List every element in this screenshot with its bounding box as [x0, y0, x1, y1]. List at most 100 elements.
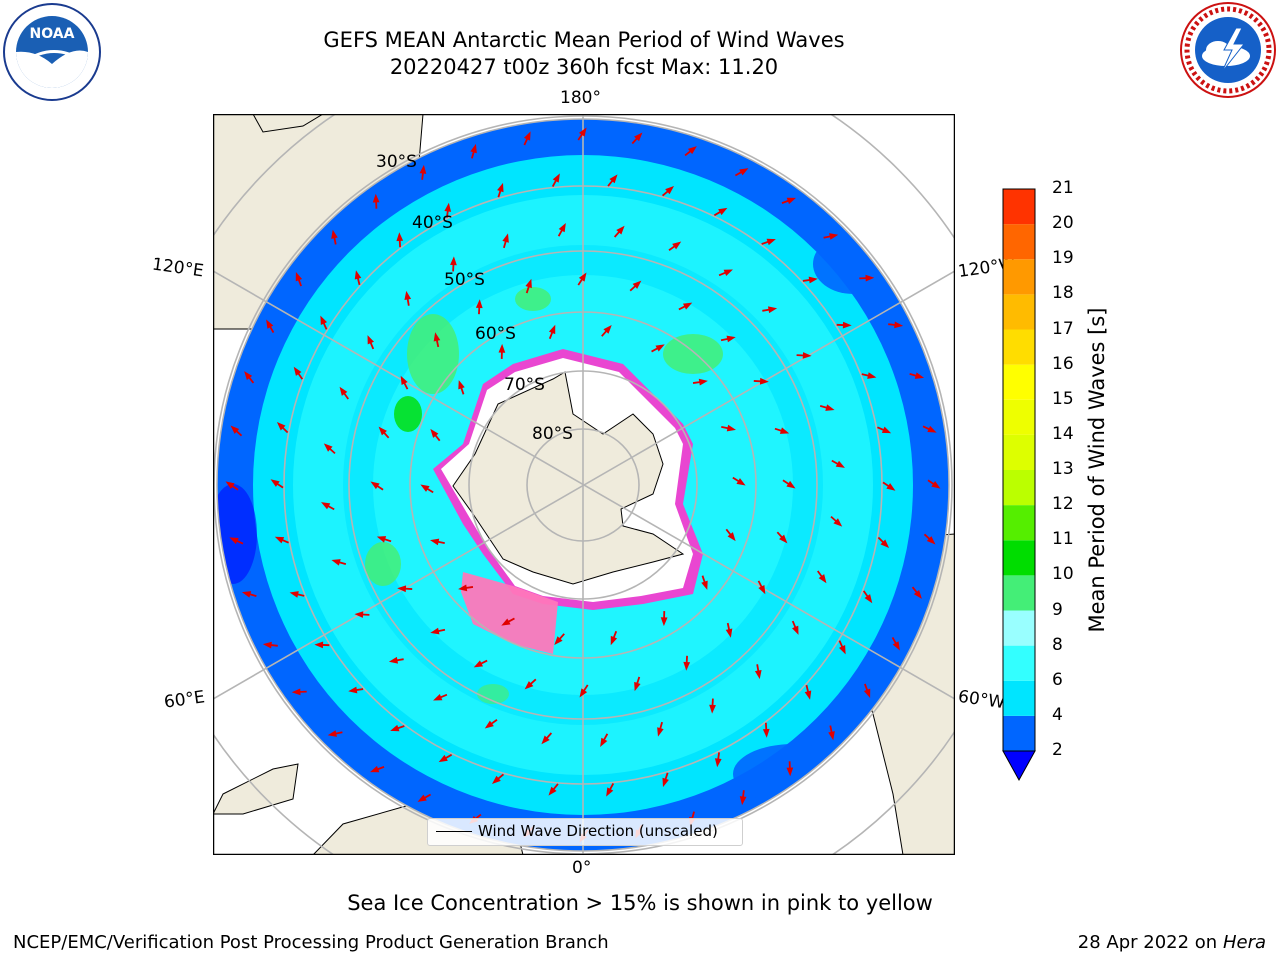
- wave-direction-arrowhead: [230, 425, 240, 434]
- colorbar-segment: [1003, 470, 1035, 506]
- wave-direction-arrowhead: [523, 131, 531, 141]
- wave-direction-arrowhead: [881, 426, 892, 434]
- wave-direction-arrowhead: [802, 352, 812, 359]
- colorbar-tick-label: 4: [1052, 704, 1063, 725]
- wave-direction-arrowhead: [578, 127, 587, 137]
- wave-direction-arrowhead: [370, 481, 380, 490]
- wave-direction-arrowhead: [266, 319, 274, 329]
- colorbar-segments: [1003, 189, 1035, 751]
- lon-label-upper-left: 120°E: [150, 254, 205, 282]
- colorbar-tick-label: 21: [1052, 178, 1074, 198]
- wave-direction-arrowhead: [320, 315, 328, 325]
- wave-direction-arrowhead: [634, 681, 641, 692]
- wave-direction-arrowhead: [397, 585, 407, 593]
- wave-direction-arrowhead: [655, 344, 665, 352]
- wave-direction-arrowhead: [473, 660, 484, 668]
- wave-direction-arrowhead: [321, 502, 331, 510]
- lat-label-50s: 50°S: [444, 270, 485, 290]
- wave-direction-arrowhead: [244, 371, 253, 381]
- wave-direction-arrowhead: [475, 299, 483, 309]
- wave-direction-arrowhead: [450, 256, 457, 266]
- polar-map: [213, 114, 955, 855]
- colorbar-tick-label: 12: [1052, 494, 1074, 515]
- wave-direction-arrowhead: [327, 730, 337, 737]
- colorbar-segment: [1003, 680, 1035, 716]
- colorbar-segment: [1003, 259, 1035, 295]
- colorbar-tick-label: 19: [1052, 248, 1074, 269]
- wave-direction-arrowhead: [842, 321, 852, 329]
- wave-direction-arrowhead: [376, 536, 387, 543]
- wave-direction-arrowhead: [894, 321, 904, 329]
- sea-ice-caption: Sea Ice Concentration > 15% is shown in …: [347, 891, 933, 915]
- lon-label-top: 180°: [560, 88, 601, 108]
- wave-direction-arrowhead: [430, 627, 440, 635]
- wave-direction-arrowhead: [372, 193, 380, 203]
- wave-direction-arrowhead: [270, 479, 280, 487]
- wave-direction-arrowhead: [390, 724, 400, 732]
- land-madagascar: [213, 763, 299, 815]
- wave-direction-arrowhead: [914, 372, 925, 379]
- wave-direction-arrowhead: [433, 332, 441, 342]
- colorbar-segment: [1003, 715, 1035, 751]
- wave-direction-arrowhead: [323, 443, 333, 452]
- wave-direction-arrowhead: [579, 688, 588, 698]
- colorbar-segment: [1003, 189, 1035, 225]
- colorbar-segment: [1003, 224, 1035, 260]
- wave-direction-arrowhead: [867, 372, 877, 379]
- wave-direction-arrowhead: [354, 611, 364, 618]
- wave-direction-arrowhead: [501, 618, 511, 626]
- wave-direction-arrowhead: [354, 270, 362, 280]
- wave-direction-arrowhead: [430, 428, 439, 438]
- wave-direction-arrowhead: [600, 737, 608, 747]
- footer-left: NCEP/EMC/Verification Post Processing Pr…: [13, 932, 609, 953]
- noaa-logo: NOAA: [3, 3, 101, 101]
- colorbar-tick-label: 2: [1052, 740, 1063, 760]
- noaa-logo-text: NOAA: [30, 26, 75, 42]
- wave-direction-arrowhead: [682, 302, 693, 310]
- wave-direction-arrowhead: [926, 536, 936, 545]
- land-australia-north: [252, 114, 324, 133]
- wave-direction-arrowhead: [723, 269, 733, 276]
- wave-direction-arrowhead: [736, 478, 746, 486]
- wave-direction-arrowhead: [548, 786, 557, 796]
- wave-direction-arrowhead: [662, 777, 669, 788]
- colorbar-segment: [1003, 540, 1035, 576]
- wave-direction-arrowhead: [404, 290, 412, 301]
- wave-direction-arrowhead: [430, 538, 440, 546]
- wave-direction-arrowhead: [229, 537, 239, 545]
- wave-direction-arrowhead: [829, 233, 839, 240]
- wave-direction-arrowhead: [241, 591, 252, 598]
- wave-direction-arrowhead: [838, 645, 846, 655]
- wave-direction-arrowhead: [927, 425, 937, 433]
- wave-direction-arrowhead: [554, 636, 563, 646]
- colorbar-segment: [1003, 645, 1035, 681]
- wave-direction-arrowhead: [484, 720, 494, 729]
- colorbar-tick-label: 15: [1052, 388, 1074, 409]
- colorbar-tick-label: 10: [1052, 564, 1074, 585]
- wave-direction-arrowhead: [880, 539, 890, 549]
- lat-label-80s: 80°S: [532, 424, 573, 444]
- wave-direction-arrowhead: [779, 427, 790, 434]
- wave-direction-arrowhead: [314, 641, 324, 649]
- wave-direction-arrowhead: [610, 635, 618, 646]
- colorbar-segment: [1003, 505, 1035, 541]
- wave-direction-arrowhead: [433, 694, 443, 701]
- wave-direction-arrowhead: [420, 484, 430, 492]
- wave-direction-arrowhead: [828, 731, 835, 741]
- wave-direction-arrowhead: [657, 727, 664, 737]
- wave-direction-arrowhead: [727, 532, 736, 542]
- wave-direction-arrowhead: [672, 241, 682, 250]
- wave-direction-arrowhead: [786, 480, 796, 489]
- colorbar-segment: [1003, 364, 1035, 400]
- wave-direction-arrowhead: [759, 377, 769, 385]
- wave-direction-arrowhead: [548, 324, 556, 335]
- wave-direction-arrowhead: [348, 686, 358, 694]
- wave-direction-arrowhead: [609, 174, 618, 184]
- colorbar-tick-label: 16: [1052, 353, 1074, 374]
- wave-direction-arrowhead: [714, 758, 722, 768]
- wave-direction-arrowhead: [726, 335, 736, 343]
- wave-direction-arrowhead: [739, 168, 749, 176]
- wave-direction-arrowhead: [863, 688, 871, 698]
- wave-direction-arrowhead: [552, 173, 560, 183]
- wave-direction-arrowhead: [524, 681, 534, 690]
